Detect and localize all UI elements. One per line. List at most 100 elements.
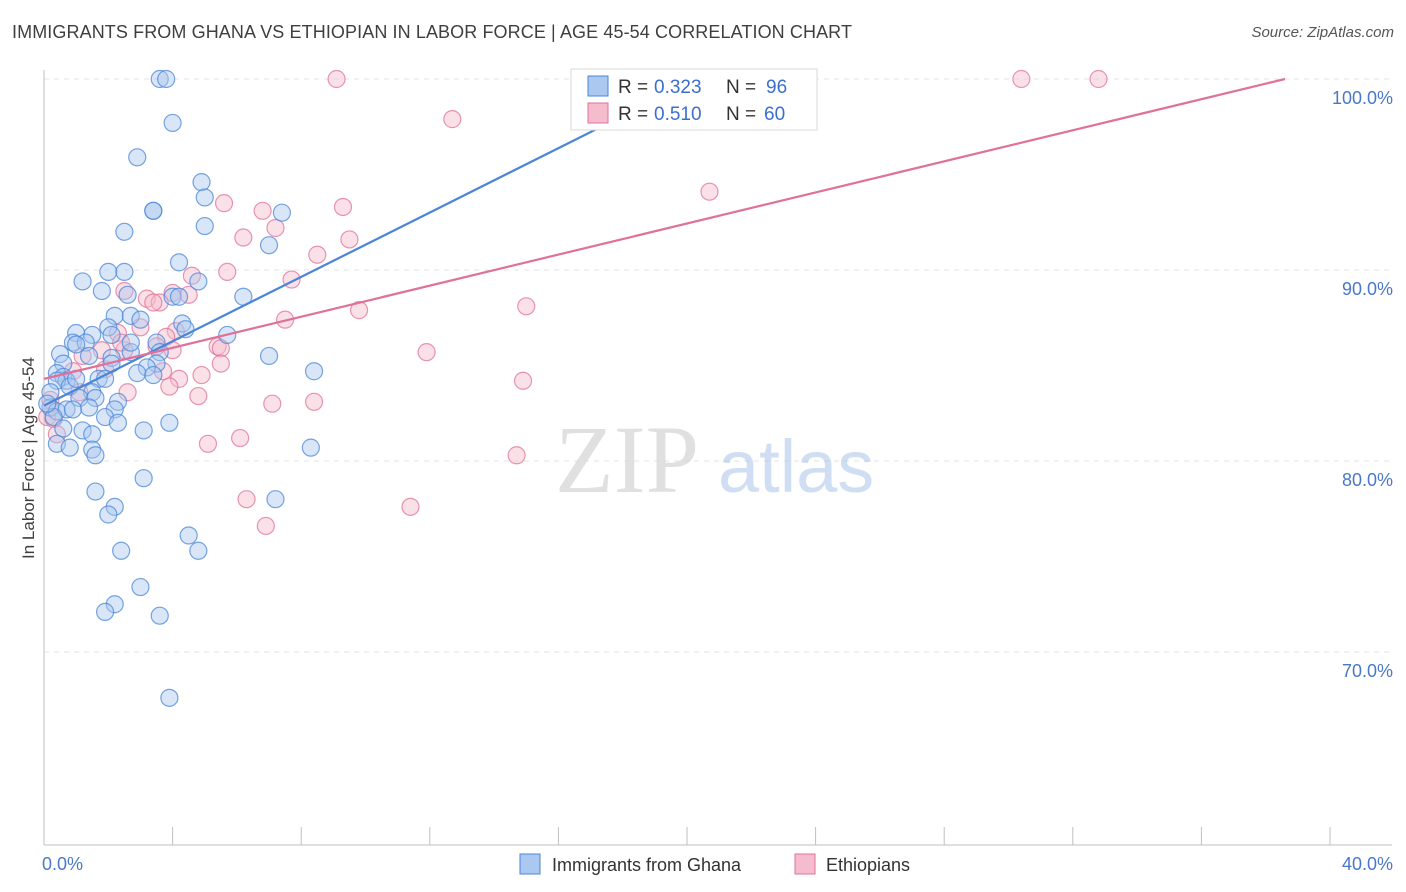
ghana-point (73, 272, 92, 291)
ghana-point (105, 595, 124, 614)
x-ticks (172, 827, 1331, 845)
ghana-point (189, 541, 208, 560)
legend-frame (570, 68, 818, 131)
ghana-point (92, 281, 111, 301)
ghana-point (128, 364, 147, 383)
legend-r-label-ethiopians: R = (618, 104, 653, 125)
bottom-legend-swatch-ethiopians (794, 853, 816, 875)
ghana-point (160, 413, 179, 432)
ghana-point (73, 421, 92, 440)
ghana-point (121, 306, 140, 325)
ghana-point (67, 335, 86, 354)
ghana-point (105, 400, 124, 419)
ethiopian-point (340, 230, 359, 249)
axes (43, 70, 1392, 846)
bottom-legend-label-ghana: Immigrants from Ghana (552, 855, 742, 875)
ethiopians-points (38, 69, 1108, 536)
ethiopian-point (160, 377, 179, 396)
ethiopian-point (507, 446, 526, 465)
ghana-point (63, 333, 83, 352)
ethiopian-point (700, 182, 719, 201)
ghana-point (102, 325, 121, 345)
ethiopian-point (327, 69, 346, 89)
ethiopian-point (144, 293, 163, 312)
gridlines (44, 78, 1392, 653)
y-tick-label: 70.0% (1342, 661, 1393, 681)
ghana-point (108, 413, 128, 432)
ghana-point (115, 222, 134, 241)
trend-line-ethiopians (43, 77, 1286, 380)
ethiopian-point (517, 297, 536, 316)
ghana-point (144, 201, 163, 220)
y-tick-labels: 70.0% 80.0% 90.0% 100.0% (1332, 88, 1393, 681)
ghana-point (83, 325, 102, 345)
ethiopian-point (266, 218, 285, 238)
ghana-point (70, 388, 89, 408)
ghana-point (163, 113, 182, 133)
legend-n-label-ethiopians: N = (726, 104, 761, 125)
ghana-point (86, 446, 105, 465)
ghana-point (160, 688, 179, 707)
y-tick-label: 100.0% (1332, 88, 1393, 108)
legend-r-value-ghana: 0.323 (654, 77, 702, 98)
bottom-legend-label-ethiopians: Ethiopians (826, 855, 910, 875)
ghana-point (157, 69, 176, 89)
legend-swatch-ethiopians (587, 102, 609, 124)
ghana-point (195, 188, 214, 207)
ghana-point (128, 148, 147, 167)
ethiopian-point (214, 194, 234, 213)
ghana-point (86, 482, 105, 501)
ghana-point (169, 253, 189, 272)
ghana-point (195, 216, 214, 236)
ghana-point (266, 490, 285, 509)
y-axis-label: In Labor Force | Age 45-54 (19, 357, 38, 559)
ghana-point (99, 262, 118, 282)
ghana-point (131, 577, 150, 597)
legend-n-label-ghana: N = (726, 77, 761, 98)
ethiopian-point (189, 386, 208, 406)
ghana-point (83, 425, 102, 444)
ethiopian-point (218, 262, 237, 282)
ghana-point (304, 362, 324, 381)
watermark-atlas: atlas (718, 425, 874, 508)
ghana-point (115, 262, 134, 282)
ghana-point (189, 272, 208, 291)
ethiopian-point (112, 333, 131, 352)
ghana-point (134, 421, 153, 440)
ethiopian-point (263, 394, 282, 413)
ethiopian-point (237, 490, 256, 509)
legend-r-label-ghana: R = (618, 77, 653, 98)
ghana-point (79, 398, 99, 417)
ethiopian-point (256, 516, 275, 536)
ghana-point (95, 602, 115, 621)
source-label: Source: ZipAtlas.com (1251, 24, 1394, 41)
ghana-point (259, 236, 279, 255)
ghana-point (54, 354, 73, 373)
ghana-points (38, 69, 324, 707)
ethiopian-point (192, 365, 211, 385)
ethiopian-point (443, 110, 462, 129)
bottom-legend: Immigrants from Ghana Ethiopians (519, 853, 910, 875)
ethiopian-point (234, 228, 253, 247)
ghana-point (163, 287, 182, 306)
ethiopian-point (198, 434, 218, 453)
ethiopian-point (108, 323, 128, 343)
ghana-point (86, 388, 105, 408)
ghana-point (54, 419, 73, 438)
ghana-point (272, 203, 292, 222)
trend-lines (43, 77, 1286, 407)
ethiopian-point (401, 497, 420, 516)
ethiopian-point (169, 369, 189, 388)
legend-box: R = 0.323 N = 96 R = 0.510 N = 60 (570, 68, 818, 131)
legend-n-value-ghana: 96 (766, 77, 787, 98)
ghana-point (150, 606, 169, 625)
watermark-zip: ZIP (555, 406, 699, 513)
ethiopian-point (333, 197, 353, 217)
x-tick-label-min: 0.0% (42, 854, 83, 874)
ghana-point (50, 344, 70, 364)
x-tick-label-max: 40.0% (1342, 854, 1393, 874)
ghana-point (150, 69, 169, 89)
legend-n-value-ethiopians: 60 (764, 104, 785, 125)
y-tick-label: 80.0% (1342, 470, 1393, 490)
